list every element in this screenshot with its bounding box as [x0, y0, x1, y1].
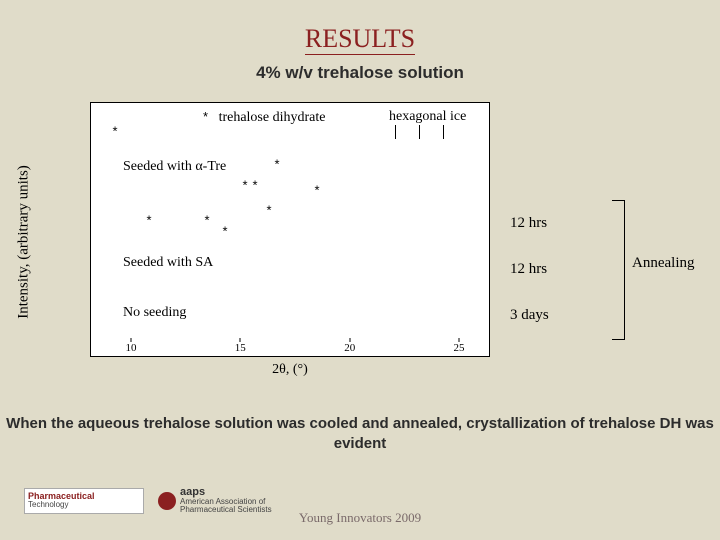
- arrow-down-icon: [419, 125, 420, 139]
- plot: * trehalose dihydrate hexagonal ice Seed…: [90, 102, 490, 357]
- chart-area: Intensity, (arbitrary units) * trehalose…: [60, 102, 500, 382]
- logo-pt-sub: Technology: [28, 501, 140, 509]
- legend-trehalose-text: trehalose dihydrate: [219, 110, 326, 125]
- x-axis-label: 2θ, (°): [272, 362, 308, 378]
- xtick-label: 15: [235, 342, 246, 354]
- star-icon: *: [222, 223, 227, 238]
- star-icon: *: [266, 203, 271, 218]
- annotation-times: 12 hrs 12 hrs 3 days: [510, 200, 549, 338]
- anno-row-3: 3 days: [510, 292, 549, 338]
- star-icon: *: [252, 177, 257, 192]
- legend-trehalose: * trehalose dihydrate: [203, 109, 325, 126]
- bracket-icon: [612, 200, 624, 338]
- arrow-down-icon: [443, 125, 444, 139]
- anno-row-1: 12 hrs: [510, 200, 549, 246]
- page-title: RESULTS: [305, 24, 415, 55]
- anno-3days: 3 days: [510, 307, 549, 324]
- series-c-label: No seeding: [123, 305, 186, 321]
- aaps-text: aaps American Association of Pharmaceuti…: [180, 487, 272, 514]
- caption: When the aqueous trehalose solution was …: [0, 414, 720, 453]
- title-rest: ESULTS: [322, 24, 415, 53]
- logo-pharmaceutical-technology: Pharmaceutical Technology: [24, 488, 144, 514]
- series-a-label: Seeded with α-Tre: [123, 159, 226, 175]
- series-b-label: Seeded with SA: [123, 255, 213, 271]
- xtick-label: 20: [344, 342, 355, 354]
- star-icon: *: [204, 213, 209, 228]
- star-icon: *: [314, 182, 319, 197]
- aaps-t3: Pharmaceutical Scientists: [180, 506, 272, 514]
- xtick-label: 10: [126, 342, 137, 354]
- footer-logos: Pharmaceutical Technology aaps American …: [24, 487, 272, 514]
- xtick-label: 25: [454, 342, 465, 354]
- legend-ice: hexagonal ice: [389, 109, 466, 125]
- star-icon: *: [203, 109, 208, 124]
- title-first: R: [305, 24, 322, 53]
- title-section: RESULTS: [0, 0, 720, 55]
- star-icon: *: [274, 157, 279, 172]
- star-icon: *: [242, 177, 247, 192]
- star-icon: *: [146, 213, 151, 228]
- y-axis-label: Intensity, (arbitrary units): [16, 165, 33, 319]
- caption-text: When the aqueous trehalose solution was …: [6, 415, 714, 452]
- anno-row-2: 12 hrs: [510, 246, 549, 292]
- anno-annealing: Annealing: [632, 255, 694, 272]
- arrow-down-icon: [395, 125, 396, 139]
- subtitle: 4% w/v trehalose solution: [0, 63, 720, 83]
- star-icon: *: [112, 124, 117, 139]
- anno-12hrs-a: 12 hrs: [510, 215, 547, 232]
- footer-center: Young Innovators 2009: [299, 510, 421, 526]
- aaps-badge-icon: [158, 492, 176, 510]
- anno-12hrs-b: 12 hrs: [510, 261, 547, 278]
- logo-aaps: aaps American Association of Pharmaceuti…: [158, 487, 272, 514]
